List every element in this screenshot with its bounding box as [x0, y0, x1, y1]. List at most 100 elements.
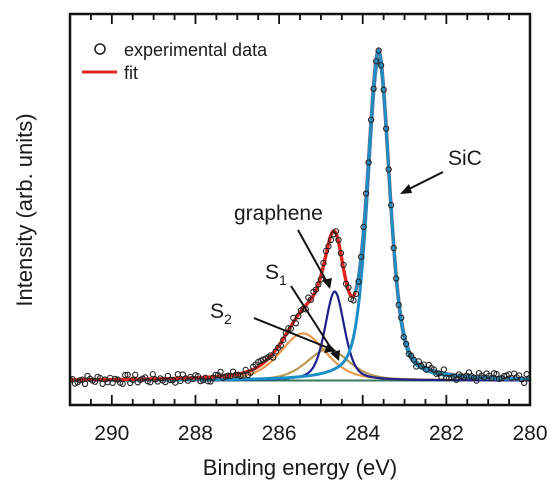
data-point [440, 366, 447, 373]
x-axis-ticks [69, 14, 531, 405]
legend-label-data: experimental data [124, 40, 268, 60]
data-point [317, 276, 325, 283]
annotation-graphene-arrow [297, 229, 329, 285]
data-point [337, 249, 345, 257]
data-point [277, 342, 284, 349]
data-point [388, 202, 395, 209]
data-point [322, 247, 330, 255]
data-point [167, 376, 174, 384]
annotation-s2-arrow [253, 317, 332, 350]
data-point [81, 380, 89, 387]
data-points-layer [70, 47, 530, 387]
annotation-s1-arrowhead [330, 350, 340, 361]
data-point [292, 320, 299, 327]
data-point [129, 376, 136, 383]
data-point [119, 380, 126, 387]
data-point [382, 125, 390, 132]
data-point [247, 369, 254, 376]
data-point [332, 228, 340, 235]
x-axis-label: Binding energy (eV) [203, 455, 397, 480]
data-point [270, 354, 277, 361]
data-point [521, 379, 528, 387]
legend-marker-data [94, 43, 106, 55]
annotation-s1: S1 [265, 261, 287, 288]
data-point [362, 190, 370, 197]
data-point [312, 286, 320, 293]
data-point [212, 371, 219, 379]
data-point [91, 378, 99, 385]
data-point [375, 47, 382, 54]
data-point [380, 86, 387, 93]
annotations: SiC graphene S1 S2 [210, 147, 482, 361]
data-point [295, 312, 302, 320]
data-point [287, 325, 294, 332]
data-point [370, 85, 377, 92]
data-point [393, 275, 400, 282]
data-point [237, 372, 244, 380]
annotation-sic-arrowhead [400, 184, 412, 194]
data-point [112, 375, 119, 383]
x-tick-label: 290 [94, 422, 129, 445]
data-point [395, 301, 402, 309]
data-point [242, 366, 249, 374]
data-point [372, 58, 380, 65]
data-point [473, 377, 480, 384]
data-point [415, 358, 422, 365]
data-point [149, 371, 156, 378]
component-sic-overlay [353, 48, 530, 381]
legend-label-fit: fit [124, 63, 138, 83]
data-point [403, 340, 410, 348]
data-point [365, 159, 372, 166]
data-point [307, 296, 315, 303]
data-point [302, 306, 309, 313]
y-axis-label: Intensity (arb. units) [12, 113, 37, 306]
data-point [147, 379, 154, 386]
annotation-graphene: graphene [234, 202, 323, 225]
annotation-s2: S2 [210, 300, 232, 327]
annotation-s2-arrowhead [324, 343, 336, 353]
data-point [122, 371, 129, 379]
data-point [224, 372, 232, 379]
data-point [177, 377, 184, 385]
data-point [340, 261, 347, 269]
legend: experimental data fit [82, 40, 268, 83]
annotation-s2-subscript: 2 [224, 311, 232, 327]
data-point [398, 314, 405, 321]
data-point [162, 378, 169, 386]
data-point [488, 374, 495, 382]
data-point [280, 336, 287, 343]
data-point [76, 377, 84, 384]
x-tick-label: 282 [429, 422, 464, 445]
data-point [325, 243, 332, 250]
data-point [335, 236, 342, 244]
data-point [367, 116, 375, 124]
data-point [217, 368, 224, 376]
data-point [400, 333, 407, 341]
data-point [385, 166, 392, 173]
data-point [132, 371, 139, 378]
x-tick-label: 284 [345, 422, 380, 445]
annotation-sic: SiC [448, 147, 482, 170]
annotation-s1-subscript: 1 [279, 272, 287, 288]
data-point [345, 284, 352, 291]
data-point [204, 378, 212, 385]
data-point [360, 223, 367, 231]
data-point [327, 236, 335, 243]
x-tick-label: 288 [178, 422, 213, 445]
data-point [315, 281, 322, 288]
data-point [174, 371, 182, 378]
data-point [350, 297, 357, 304]
x-axis-tick-labels: 290 288 286 284 282 280 [94, 422, 547, 445]
data-point [124, 371, 131, 378]
data-point [357, 253, 365, 260]
x-tick-label: 280 [512, 422, 547, 445]
data-point [352, 290, 360, 298]
x-tick-label: 286 [262, 422, 297, 445]
data-point [390, 244, 397, 252]
data-point [377, 62, 385, 69]
data-point [355, 278, 362, 285]
data-point [320, 259, 327, 267]
annotation-graphene-arrowhead [322, 278, 332, 289]
data-point [453, 376, 460, 383]
data-point [433, 370, 440, 377]
